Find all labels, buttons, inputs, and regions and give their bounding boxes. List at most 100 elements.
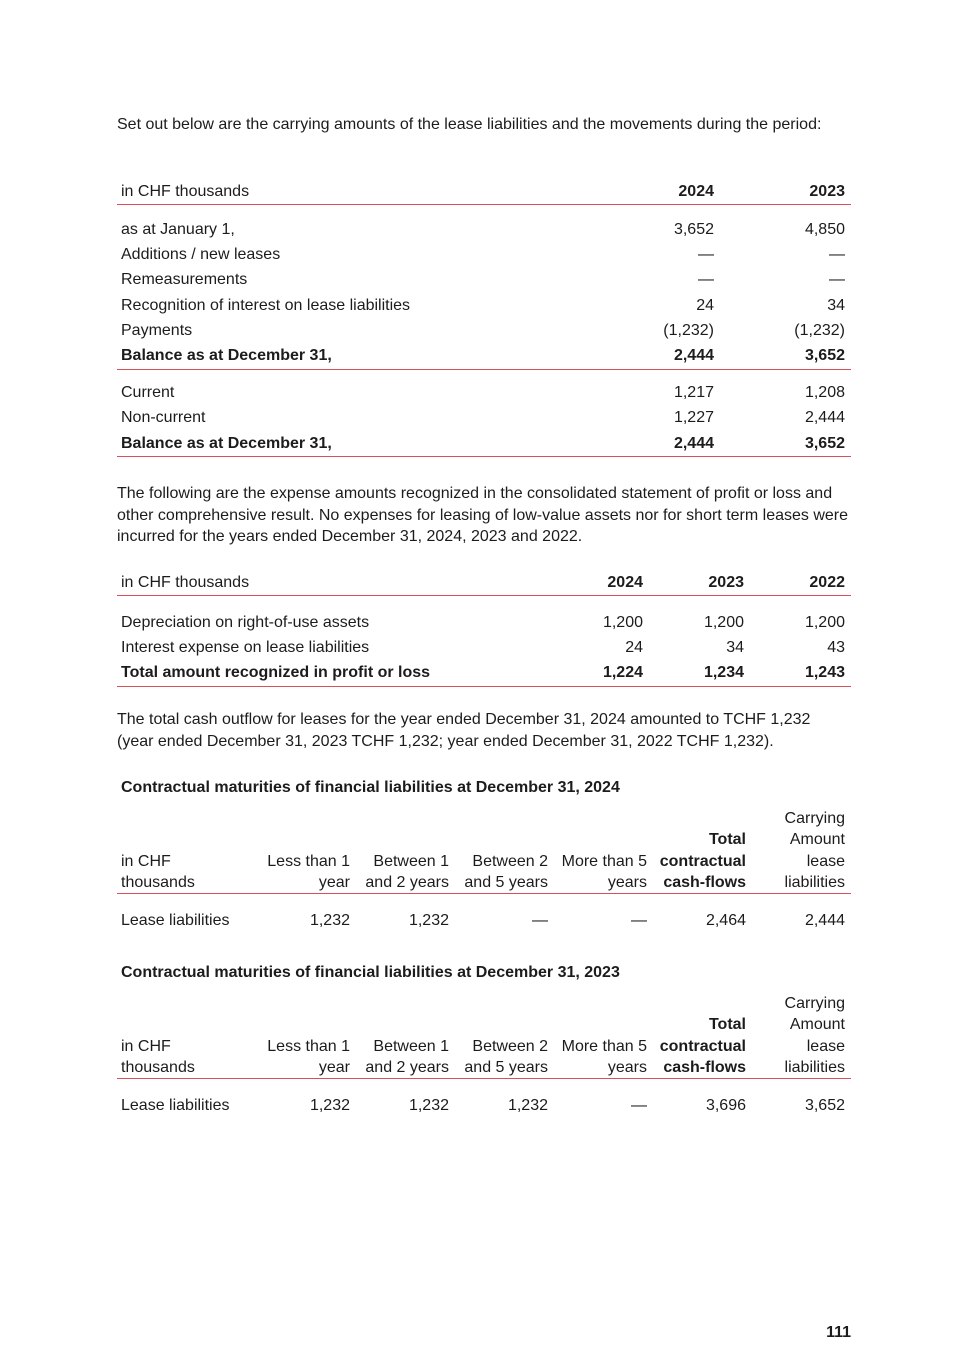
table-title: Contractual maturities of financial liab… [121,964,620,981]
cell-value: 1,232 [408,1097,449,1115]
cell-value: (1,232) [794,322,845,340]
cell-value: 3,696 [705,1097,746,1115]
header-text: Total contractual cash-flows [659,831,746,891]
header-cell: Carrying Amount lease liabilities [752,808,851,893]
header-text: Less than 1 year [267,1037,350,1076]
table-row: Current 1,217 1,208 [117,380,851,405]
cell-value: 3,652 [804,347,845,365]
header-cell: Less than 1 year [257,851,356,894]
table-row: Lease liabilities 1,232 1,232 — — 2,464 2,444 [117,908,851,933]
header-text: More than 5 years [561,1037,647,1076]
cell-value: 3,652 [673,220,714,238]
paragraph: The following are the expense amounts re… [117,485,849,545]
table-row: Non-current 1,227 2,444 [117,405,851,430]
cell-value: 3,652 [804,434,845,452]
cell-value: 2,444 [673,434,714,452]
header-text: Less than 1 year [267,852,350,891]
table: in CHF thousands Less than 1 year Between … [117,808,851,934]
paragraph-block: The following are the expense amounts re… [117,483,851,548]
cell-value: 1,200 [804,613,845,631]
cell-value: 2,464 [705,912,746,930]
header-cell: More than 5 years [554,851,653,894]
cell-value: 1,232 [507,1097,548,1115]
table-row: Total amount recognized in profit or los… [117,660,851,685]
header-cell: in CHF thousands [121,574,250,591]
header-cell: Total contractual cash-flows [653,1014,752,1078]
header-text: Total contractual cash-flows [659,1016,746,1076]
row-label: Depreciation on right-of-use assets [121,613,370,631]
table-row: Additions / new leases — — [117,242,851,267]
row-label: Lease liabilities [121,912,230,930]
cell-value: 2,444 [804,912,845,930]
cell-value: 1,208 [804,383,845,401]
paragraph-block: The total cash outflow for leases for th… [117,709,851,752]
header-text: in CHF thousands [121,852,195,891]
table-header: in CHF thousands 2024 2023 2022 [117,571,851,596]
header-cell: Less than 1 year [257,1036,356,1079]
table-row: Depreciation on right-of-use assets 1,200… [117,610,851,635]
row-label: as at January 1, [121,220,235,238]
cell-value: — [631,1097,647,1115]
row-label: Remeasurements [121,271,248,289]
header-cell: in CHF thousands [121,183,250,200]
row-label: Payments [121,322,193,340]
table-row: Recognition of interest on lease liabili… [117,293,851,318]
row-label: Balance as at December 31, [121,347,332,365]
page-number: 111 [826,1324,851,1341]
paragraph-block: Set out below are the carrying amounts o… [117,114,851,136]
table-header: in CHF thousands Less than 1 year Between … [117,993,851,1080]
table-row: Lease liabilities 1,232 1,232 1,232 — 3,696 3,… [117,1093,851,1118]
row-label: Interest expense on lease liabilities [121,638,370,656]
table-section: as at January 1, 3,652 4,850 Additions / ne… [117,205,851,370]
cell-value: 24 [625,638,643,656]
header-cell: Between 2 and 5 years [455,1036,554,1079]
header-text: Carrying Amount lease liabilities [784,810,845,891]
row-label: Balance as at December 31, [121,434,332,452]
cell-value: 34 [726,638,744,656]
header-cell: 2022 [809,574,845,591]
header-text: Between 2 and 5 years [464,1037,548,1076]
cell-value: 2,444 [804,409,845,427]
paragraph: Set out below are the carrying amounts o… [117,116,822,133]
cell-value: 1,200 [703,613,744,631]
header-cell: Between 1 and 2 years [356,851,455,894]
header-cell: Between 1 and 2 years [356,1036,455,1079]
row-label: Total amount recognized in profit or los… [121,664,431,682]
header-cell: 2024 [607,574,643,591]
row-label: Additions / new leases [121,245,281,263]
row-label: Lease liabilities [121,1097,230,1115]
cell-value: 34 [827,296,845,314]
paragraph: The total cash outflow for leases for th… [117,711,811,750]
table: in CHF thousands 2024 2023 2022 Depreciation… [117,571,851,687]
table-row: Balance as at December 31, 2,444 3,652 [117,431,851,456]
row-label: Non-current [121,409,206,427]
header-cell: 2023 [708,574,744,591]
cell-value: 1,234 [703,664,744,682]
cell-value: 1,217 [673,383,714,401]
cell-value: 1,200 [602,613,643,631]
cell-value: — [532,912,548,930]
cell-value: (1,232) [663,322,714,340]
header-text: More than 5 years [561,852,647,891]
table-header: in CHF thousands Less than 1 year Between … [117,808,851,895]
header-text: in CHF thousands [121,1037,195,1076]
table-row: Remeasurements — — [117,267,851,292]
header-cell: More than 5 years [554,1036,653,1079]
header-cell: Carrying Amount lease liabilities [752,993,851,1078]
table-title: Contractual maturities of financial liab… [121,779,620,796]
table: in CHF thousands 2024 2023 as at January 1,… [117,180,851,458]
table-row: Balance as at December 31, 2,444 3,652 [117,343,851,368]
cell-value: 1,232 [408,912,449,930]
cell-value: — [829,271,845,289]
row-label: Current [121,383,175,401]
cell-value: 1,243 [804,664,845,682]
header-cell: in CHF thousands [117,851,257,894]
header-text: Carrying Amount lease liabilities [784,995,845,1076]
cell-value: 1,224 [602,664,643,682]
table-section: Lease liabilities 1,232 1,232 — — 2,464 2,444 [117,894,851,933]
table-row: Interest expense on lease liabilities 24 3… [117,635,851,660]
cell-value: 24 [696,296,714,314]
table-section: Current 1,217 1,208 Non-current 1,227 2,444 Ba… [117,370,851,458]
